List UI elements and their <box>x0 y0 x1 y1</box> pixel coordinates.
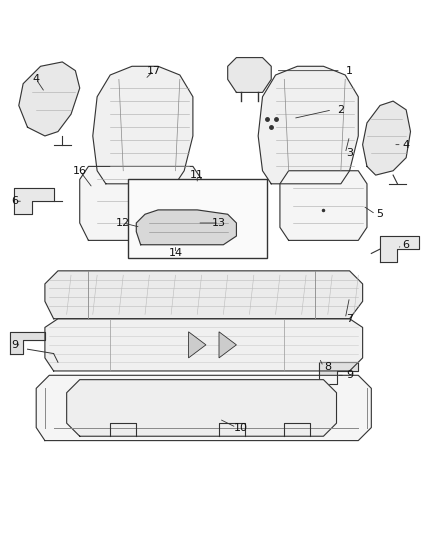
Text: 17: 17 <box>147 66 161 76</box>
Polygon shape <box>45 271 363 319</box>
Text: 16: 16 <box>73 166 87 176</box>
Text: 7: 7 <box>346 314 353 324</box>
Text: 1: 1 <box>346 66 353 76</box>
Polygon shape <box>319 362 358 384</box>
Polygon shape <box>188 332 206 358</box>
Bar <box>127 180 267 258</box>
Text: 11: 11 <box>190 170 204 180</box>
Polygon shape <box>80 166 201 240</box>
Text: 13: 13 <box>212 218 226 228</box>
Text: 12: 12 <box>116 218 131 228</box>
Text: 3: 3 <box>346 148 353 158</box>
Polygon shape <box>93 66 193 184</box>
Text: 9: 9 <box>11 340 18 350</box>
Polygon shape <box>228 58 271 92</box>
Polygon shape <box>10 332 45 353</box>
Text: 10: 10 <box>234 423 248 433</box>
Polygon shape <box>36 375 371 441</box>
Text: 9: 9 <box>346 370 353 381</box>
Polygon shape <box>363 101 410 175</box>
Text: 14: 14 <box>169 248 183 259</box>
Polygon shape <box>280 171 367 240</box>
Text: 6: 6 <box>403 240 410 250</box>
Polygon shape <box>45 319 363 371</box>
Text: 4: 4 <box>403 140 410 150</box>
Polygon shape <box>19 62 80 136</box>
Text: 8: 8 <box>324 361 332 372</box>
Text: 2: 2 <box>337 105 344 115</box>
Polygon shape <box>219 332 237 358</box>
Polygon shape <box>258 66 358 184</box>
Text: 4: 4 <box>33 75 40 84</box>
Text: 5: 5 <box>377 209 384 219</box>
Polygon shape <box>136 210 237 245</box>
Polygon shape <box>14 188 53 214</box>
Polygon shape <box>67 379 336 436</box>
Polygon shape <box>380 236 419 262</box>
Text: 6: 6 <box>11 196 18 206</box>
